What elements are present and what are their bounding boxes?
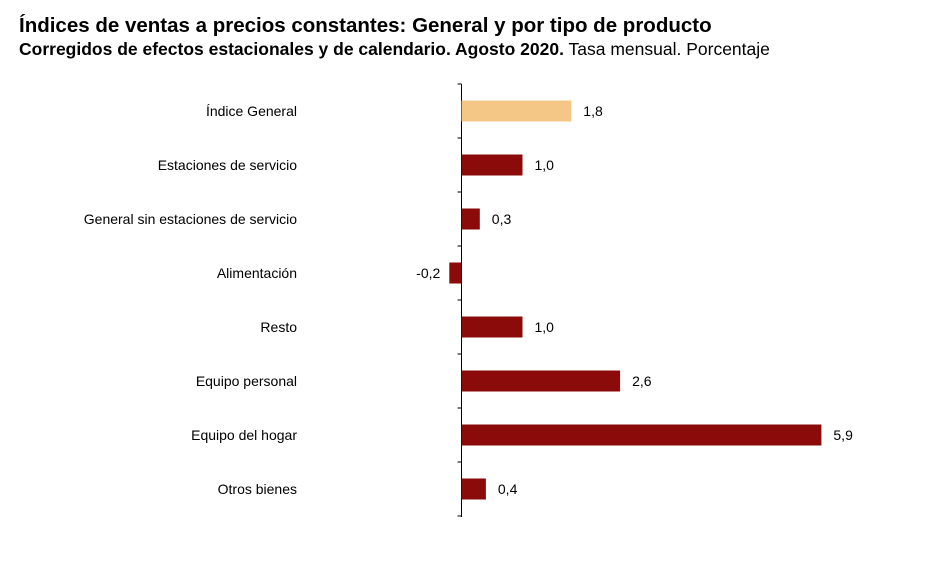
bar-4	[461, 316, 523, 338]
value-label-6: 5,9	[833, 427, 853, 443]
chart-title: Índices de ventas a precios constantes: …	[19, 14, 712, 37]
category-label-6: Equipo del hogar	[191, 427, 297, 443]
bar-2	[461, 208, 480, 230]
category-label-7: Otros bienes	[218, 481, 297, 497]
category-label-0: Índice General	[206, 103, 297, 119]
value-label-1: 1,0	[535, 157, 555, 173]
chart-subtitle-bold: Corregidos de efectos estacionales y de …	[19, 39, 564, 59]
value-label-2: 0,3	[492, 211, 512, 227]
value-label-5: 2,6	[632, 373, 652, 389]
chart-subtitle-normal: Tasa mensual. Porcentaje	[568, 39, 770, 59]
bar-7	[461, 478, 486, 500]
category-label-2: General sin estaciones de servicio	[84, 211, 297, 227]
bar-0	[461, 100, 572, 122]
value-label-4: 1,0	[535, 319, 555, 335]
labels-layer: Índice General 1,8 Estaciones de servicio 1…	[84, 103, 853, 497]
category-label-5: Equipo personal	[196, 373, 297, 389]
axis-layer	[457, 83, 462, 517]
category-label-1: Estaciones de servicio	[158, 157, 298, 173]
bar-1	[461, 154, 523, 176]
category-label-4: Resto	[260, 319, 297, 335]
bar-6	[461, 424, 822, 446]
category-label-3: Alimentación	[217, 265, 297, 281]
value-label-3: -0,2	[416, 265, 440, 281]
value-label-7: 0,4	[498, 481, 518, 497]
value-label-0: 1,8	[583, 103, 603, 119]
bar-3	[449, 262, 462, 284]
bar-5	[461, 370, 621, 392]
bars-layer	[449, 100, 822, 500]
chart-subtitle: Corregidos de efectos estacionales y de …	[19, 39, 770, 60]
